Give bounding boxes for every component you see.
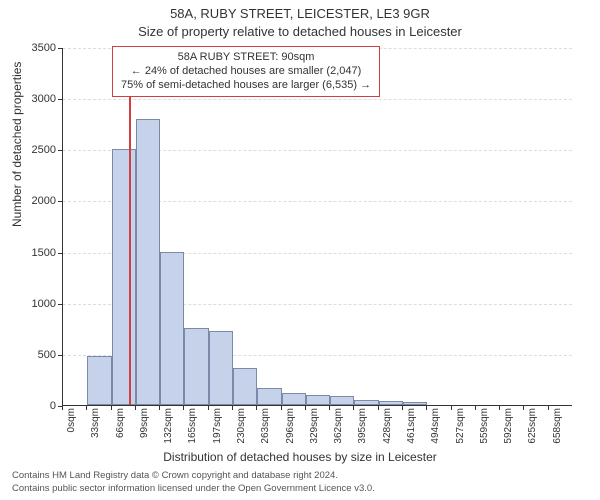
y-tick-mark [58,99,62,100]
histogram-bar [403,402,427,405]
y-tick-label: 0 [6,400,56,412]
callout-line-3: 75% of semi-detached houses are larger (… [121,79,371,93]
y-tick-mark [58,201,62,202]
y-tick-mark [58,48,62,49]
histogram-bar [160,252,184,405]
x-tick-mark [62,406,63,410]
x-tick-label: 132sqm [163,408,174,454]
histogram-bar [282,393,306,405]
y-tick-mark [58,253,62,254]
y-tick-label: 500 [6,349,56,361]
x-tick-label: 658sqm [552,408,563,454]
histogram-bar [209,331,233,405]
x-tick-mark [232,406,233,410]
x-tick-label: 197sqm [212,408,223,454]
y-tick-label: 2500 [6,144,56,156]
histogram-bar [184,328,208,405]
x-tick-label: 33sqm [90,408,101,454]
histogram-bar [233,368,257,405]
x-tick-mark [426,406,427,410]
x-tick-mark [353,406,354,410]
histogram-bar [136,119,160,405]
x-tick-mark [208,406,209,410]
y-tick-label: 2000 [6,195,56,207]
x-tick-label: 395sqm [357,408,368,454]
x-tick-label: 66sqm [115,408,126,454]
x-tick-label: 296sqm [285,408,296,454]
x-tick-label: 559sqm [479,408,490,454]
x-tick-mark [256,406,257,410]
title-sub: Size of property relative to detached ho… [0,24,600,39]
callout-box: 58A RUBY STREET: 90sqm← 24% of detached … [112,46,380,97]
callout-line-1: 58A RUBY STREET: 90sqm [121,51,371,65]
y-tick-label: 3500 [6,42,56,54]
gridline [63,99,572,100]
x-tick-mark [451,406,452,410]
x-tick-mark [402,406,403,410]
x-tick-label: 592sqm [503,408,514,454]
histogram-bar [354,400,378,405]
property-marker-line [129,48,131,405]
plot-area [62,48,572,406]
x-tick-mark [86,406,87,410]
x-tick-mark [281,406,282,410]
x-tick-mark [378,406,379,410]
x-tick-mark [475,406,476,410]
y-tick-mark [58,304,62,305]
histogram-bar [257,388,281,405]
x-tick-label: 165sqm [187,408,198,454]
title-main: 58A, RUBY STREET, LEICESTER, LE3 9GR [0,6,600,21]
y-tick-label: 1000 [6,298,56,310]
y-tick-mark [58,150,62,151]
chart-container: { "titles": { "main": "58A, RUBY STREET,… [0,0,600,500]
x-tick-label: 362sqm [333,408,344,454]
x-tick-mark [111,406,112,410]
footer-line-1: Contains HM Land Registry data © Crown c… [12,470,338,481]
x-tick-mark [548,406,549,410]
x-tick-label: 428sqm [382,408,393,454]
x-tick-mark [523,406,524,410]
histogram-bar [306,395,330,405]
histogram-bar [87,356,111,405]
footer-line-2: Contains public sector information licen… [12,483,375,494]
x-tick-mark [329,406,330,410]
x-tick-label: 263sqm [260,408,271,454]
x-tick-label: 494sqm [430,408,441,454]
histogram-bar [112,149,136,405]
x-tick-label: 527sqm [455,408,466,454]
x-tick-label: 625sqm [527,408,538,454]
x-tick-mark [305,406,306,410]
x-tick-mark [499,406,500,410]
x-tick-label: 230sqm [236,408,247,454]
x-tick-label: 99sqm [139,408,150,454]
y-tick-label: 1500 [6,247,56,259]
histogram-bar [379,401,403,405]
x-tick-mark [183,406,184,410]
x-tick-label: 329sqm [309,408,320,454]
y-tick-label: 3000 [6,93,56,105]
x-tick-mark [159,406,160,410]
x-tick-mark [135,406,136,410]
callout-line-2: ← 24% of detached houses are smaller (2,… [121,65,371,79]
x-tick-label: 0sqm [66,408,77,454]
histogram-bar [330,396,354,405]
x-tick-label: 461sqm [406,408,417,454]
y-tick-mark [58,355,62,356]
